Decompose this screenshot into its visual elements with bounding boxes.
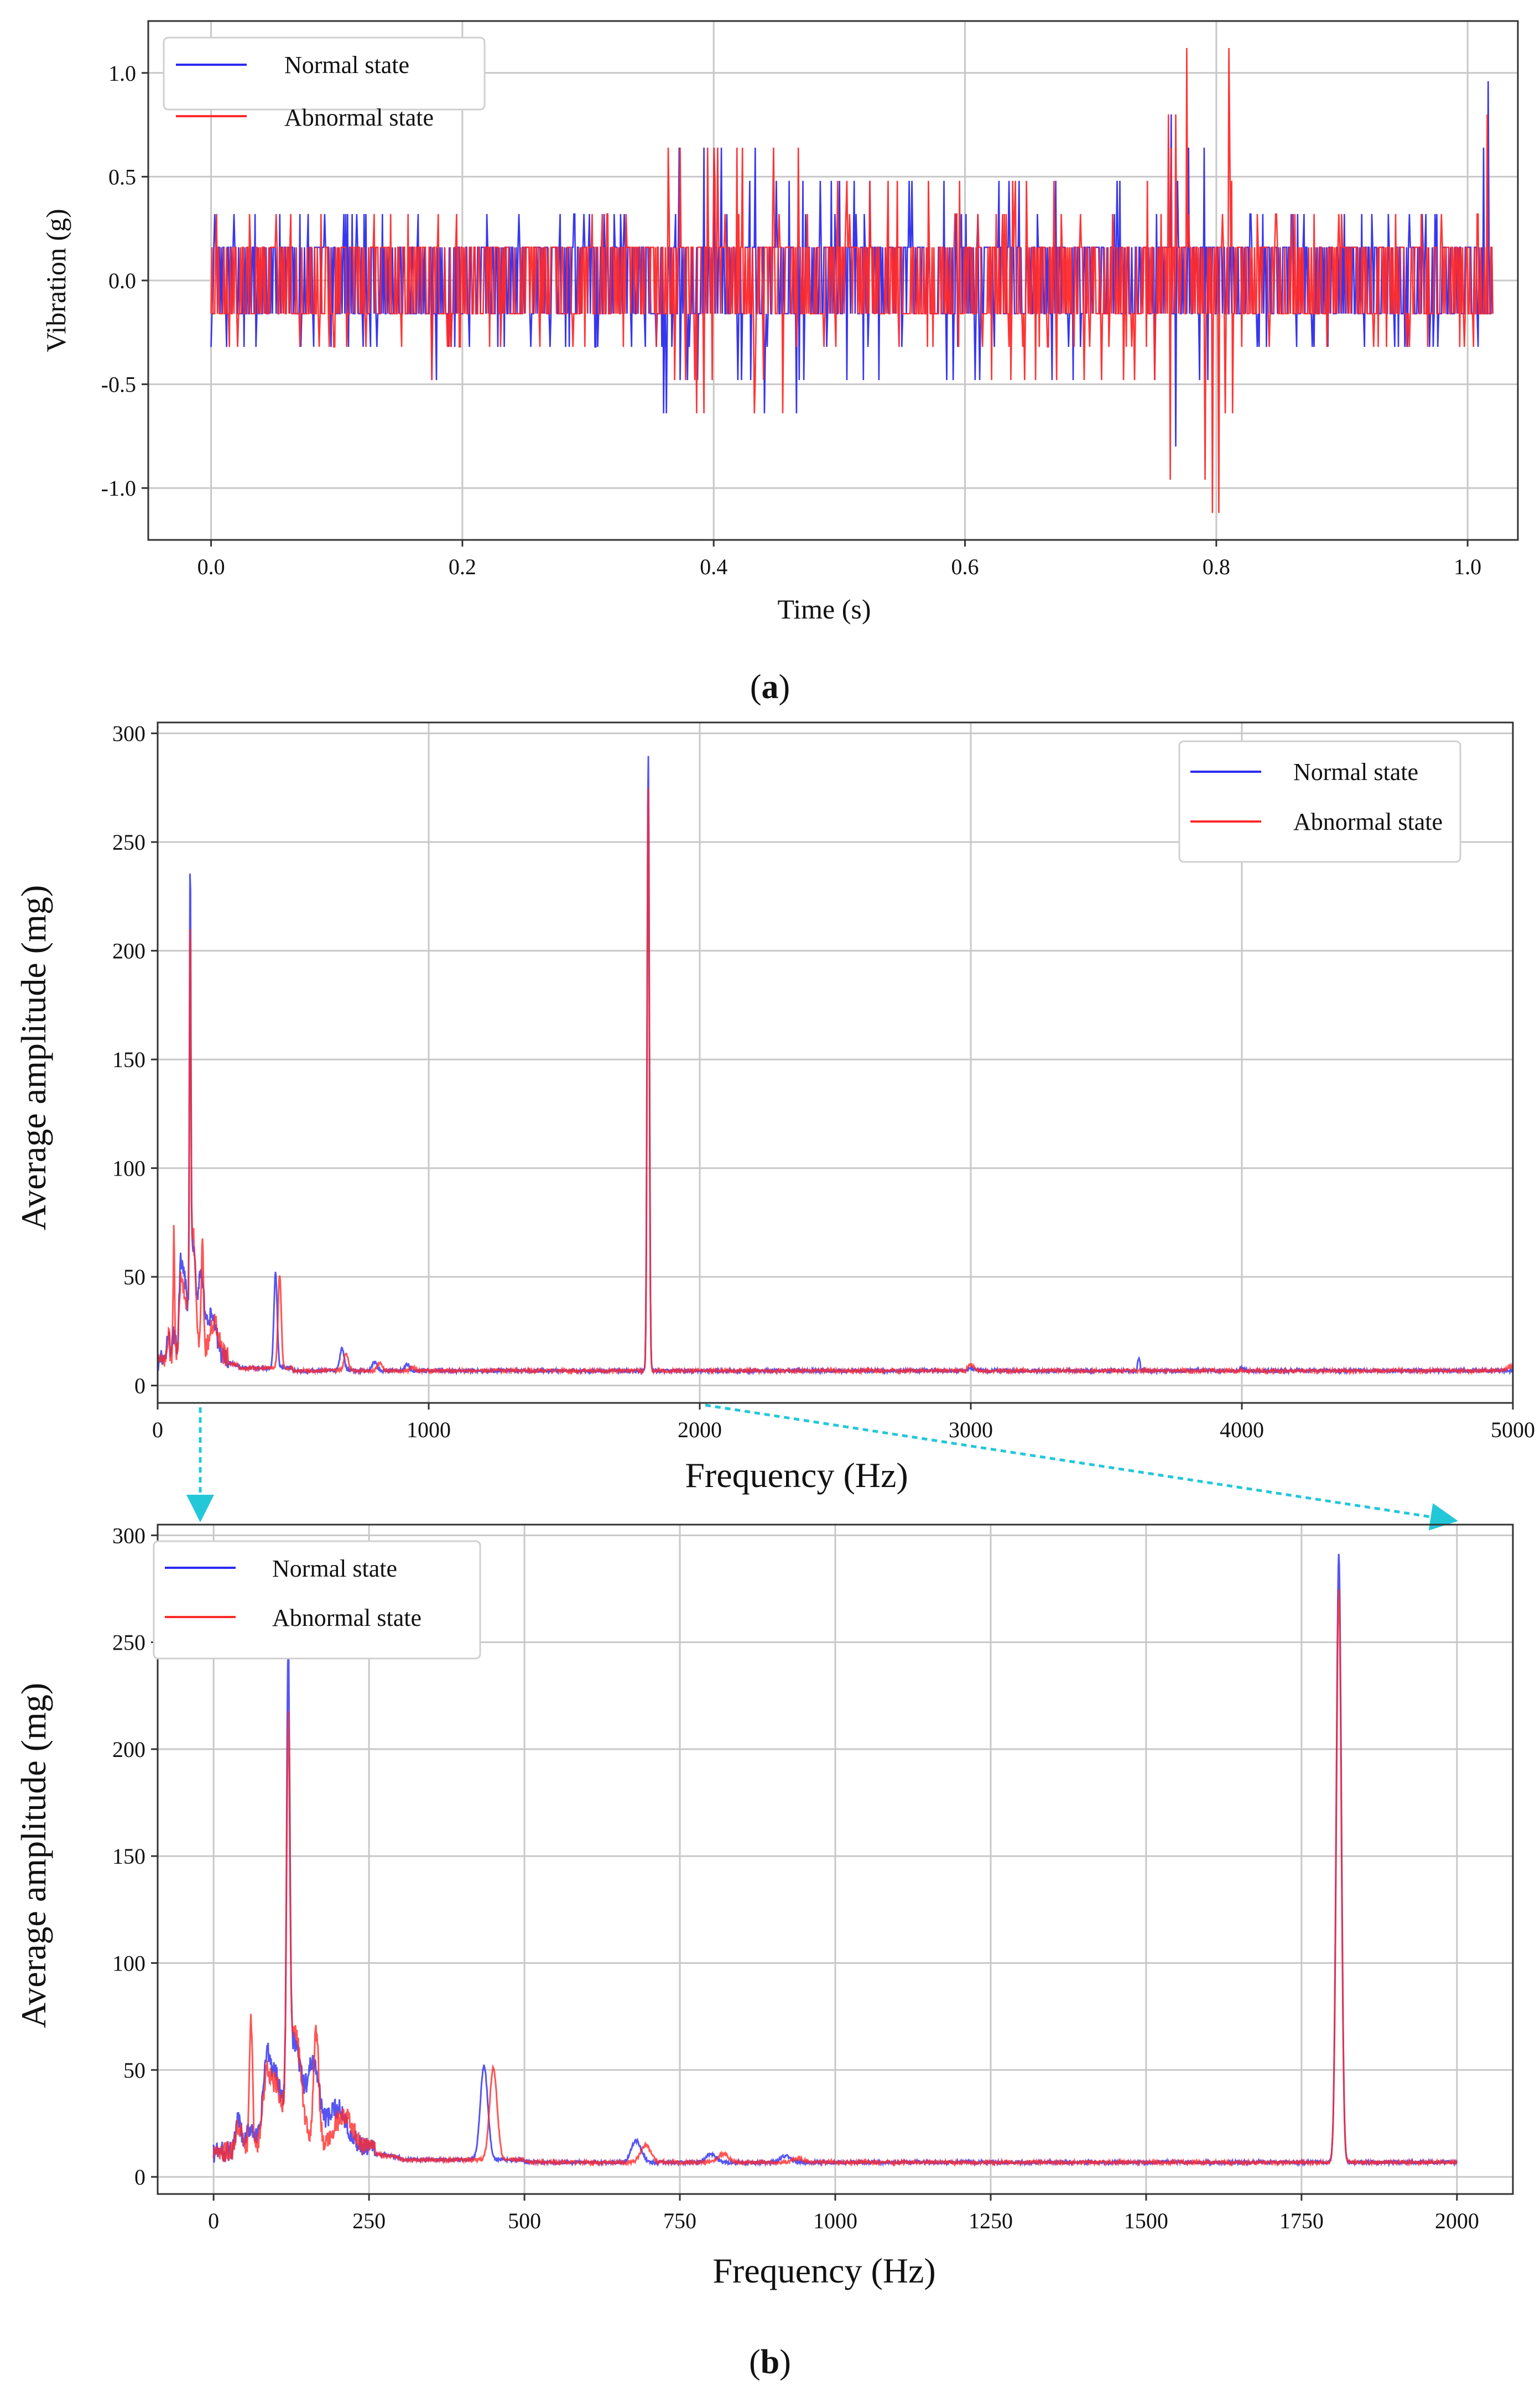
y-tick-label: 1.0 [108,61,136,86]
abnormal-state-line [210,48,1494,513]
x-tick-label: 1750 [1279,2208,1324,2233]
abnormal-state-line [212,1589,1458,2167]
zoom-y-axis-label: Average amplitude (mg) [14,1683,53,2028]
x-tick-label: 250 [352,2208,386,2233]
zoom-indicator-arrows [186,1403,1458,1531]
y-tick-label: 150 [112,1047,145,1072]
full-x-ticks: 0 1000 2000 3000 4000 5000 [152,1403,1535,1442]
zoom-series-lines [212,1553,1458,2167]
legend-normal-label: Normal state [1293,758,1418,786]
frequency-full-chart: 0 1000 2000 3000 4000 5000 0 50 100 150 200 250 300… [14,721,1535,1495]
zoom-x-ticks: 0 250 500 750 1000 1250 1500 1750 2000 [208,2194,1479,2233]
full-y-ticks: 0 50 100 150 200 250 300 [112,721,158,1398]
legend-normal-label: Normal state [284,51,409,79]
zoom-legend-box [153,1540,481,1660]
y-tick-label: 200 [112,1737,145,1762]
y-tick-label: 250 [112,1630,145,1655]
y-tick-label: -0.5 [101,372,136,397]
frequency-zoom-chart: 0 250 500 750 1000 1250 1500 1750 2000 0 50 100 150… [14,1523,1514,2290]
x-tick-label: 0 [208,2208,219,2233]
y-tick-label: 0 [134,1374,145,1398]
zoom-grid [158,1525,1513,2194]
y-tick-label: 300 [112,721,145,746]
x-tick-label: 750 [663,2208,696,2233]
legend-abnormal-label: Abnormal state [1293,808,1443,835]
x-tick-label: 0.2 [449,554,476,579]
legend-abnormal-label: Abnormal state [272,1604,422,1631]
abnormal-state-series [210,48,1494,513]
y-tick-label: -1.0 [101,476,136,501]
x-tick-label: 5000 [1491,1417,1535,1442]
caption-a: (a) [750,668,790,706]
x-tick-label: 0.0 [197,554,225,579]
y-tick-label: 100 [112,1951,145,1975]
full-y-axis-label: Average amplitude (mg) [14,885,53,1230]
x-tick-label: 1250 [969,2208,1013,2233]
x-tick-label: 1000 [407,1417,451,1442]
zoom-legend: Normal state Abnormal state [153,1540,481,1660]
x-tick-label: 2000 [678,1417,722,1442]
x-tick-label: 4000 [1220,1417,1264,1442]
y-tick-label: 50 [123,2058,145,2083]
time-y-ticks: -1.0 -0.5 0.0 0.5 1.0 [101,61,148,501]
x-tick-label: 500 [508,2208,541,2233]
time-domain-chart: 0.0 0.2 0.4 0.6 0.8 1.0 -1.0 -0.5 0.0 0.5 1.0 Tim… [40,20,1519,625]
legend-abnormal-label: Abnormal state [284,104,434,131]
zoom-arrow-right [705,1403,1458,1531]
zoom-y-ticks: 0 50 100 150 200 250 300 [112,1523,158,2190]
x-tick-label: 0.4 [700,554,727,579]
y-tick-label: 200 [112,939,145,964]
y-tick-label: 0.5 [108,164,136,189]
caption-b: (b) [749,2343,791,2381]
y-tick-label: 300 [112,1523,145,1548]
y-tick-label: 0 [134,2165,145,2190]
full-legend: Normal state Abnormal state [1178,740,1461,863]
x-tick-label: 0 [152,1417,163,1442]
time-x-ticks: 0.0 0.2 0.4 0.6 0.8 1.0 [197,540,1481,579]
x-tick-label: 1000 [813,2208,857,2233]
y-tick-label: 100 [112,1156,145,1181]
x-tick-label: 0.6 [951,554,979,579]
full-series-lines [158,756,1513,1376]
time-legend-box [163,37,486,111]
zoom-x-axis-label: Frequency (Hz) [712,2251,935,2290]
x-tick-label: 3000 [949,1417,993,1442]
x-tick-label: 1.0 [1454,554,1481,579]
x-tick-label: 0.8 [1203,554,1230,579]
full-plot-frame [157,721,1514,1404]
y-tick-label: 0.0 [108,268,136,293]
abnormal-state-line [158,788,1513,1376]
time-y-axis-label: Vibration (g) [40,209,71,352]
x-tick-label: 2000 [1435,2208,1479,2233]
time-x-axis-label: Time (s) [777,594,871,625]
time-legend: Normal state Abnormal state [163,37,486,131]
x-tick-label: 1500 [1124,2208,1168,2233]
legend-normal-label: Normal state [272,1555,397,1582]
full-x-axis-label: Frequency (Hz) [685,1455,908,1495]
y-tick-label: 250 [112,830,145,855]
y-tick-label: 50 [123,1265,145,1290]
y-tick-label: 150 [112,1844,145,1869]
